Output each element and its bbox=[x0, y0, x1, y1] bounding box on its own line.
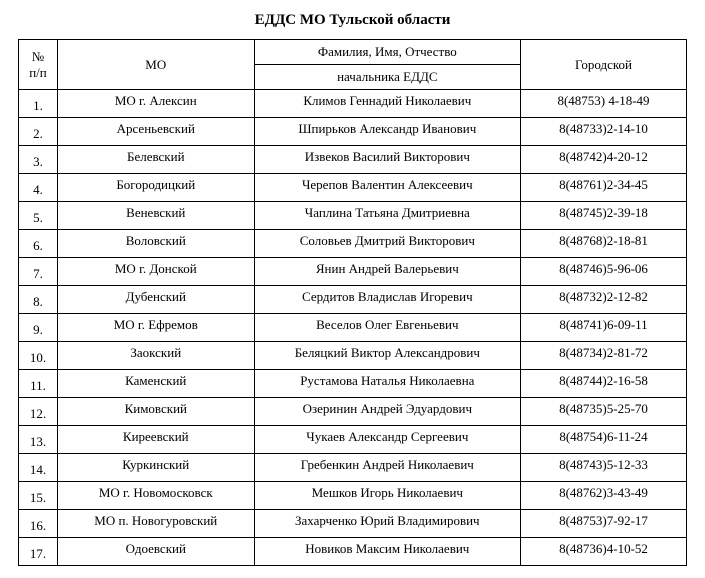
table-row: 9.МО г. ЕфремовВеселов Олег Евгеньевич8(… bbox=[19, 314, 687, 342]
cell-fio: Веселов Олег Евгеньевич bbox=[254, 314, 520, 342]
header-num-line2: п/п bbox=[21, 65, 55, 81]
cell-num: 11. bbox=[19, 370, 58, 398]
cell-num: 3. bbox=[19, 146, 58, 174]
header-num: № п/п bbox=[19, 40, 58, 90]
cell-num: 4. bbox=[19, 174, 58, 202]
cell-num: 6. bbox=[19, 230, 58, 258]
cell-city: 8(48753)7-92-17 bbox=[521, 510, 687, 538]
cell-fio: Черепов Валентин Алексеевич bbox=[254, 174, 520, 202]
cell-fio: Рустамова Наталья Николаевна bbox=[254, 370, 520, 398]
table-row: 3.БелевскийИзвеков Василий Викторович8(4… bbox=[19, 146, 687, 174]
cell-fio: Новиков Максим Николаевич bbox=[254, 538, 520, 566]
cell-num: 12. bbox=[19, 398, 58, 426]
cell-fio: Янин Андрей Валерьевич bbox=[254, 258, 520, 286]
cell-fio: Озеринин Андрей Эдуардович bbox=[254, 398, 520, 426]
cell-city: 8(48743)5-12-33 bbox=[521, 454, 687, 482]
cell-fio: Шпирьков Александр Иванович bbox=[254, 118, 520, 146]
page-title: ЕДДС МО Тульской области bbox=[18, 12, 687, 29]
header-num-line1: № bbox=[21, 49, 55, 65]
cell-num: 7. bbox=[19, 258, 58, 286]
table-row: 14.КуркинскийГребенкин Андрей Николаевич… bbox=[19, 454, 687, 482]
table-row: 7.МО г. ДонскойЯнин Андрей Валерьевич8(4… bbox=[19, 258, 687, 286]
table-row: 12.КимовскийОзеринин Андрей Эдуардович8(… bbox=[19, 398, 687, 426]
header-mo: МО bbox=[57, 40, 254, 90]
cell-num: 17. bbox=[19, 538, 58, 566]
cell-mo: МО г. Ефремов bbox=[57, 314, 254, 342]
cell-city: 8(48734)2-81-72 bbox=[521, 342, 687, 370]
cell-fio: Захарченко Юрий Владимирович bbox=[254, 510, 520, 538]
cell-city: 8(48732)2-12-82 bbox=[521, 286, 687, 314]
cell-mo: Куркинский bbox=[57, 454, 254, 482]
cell-num: 1. bbox=[19, 90, 58, 118]
cell-fio: Извеков Василий Викторович bbox=[254, 146, 520, 174]
cell-num: 5. bbox=[19, 202, 58, 230]
cell-city: 8(48735)5-25-70 bbox=[521, 398, 687, 426]
cell-num: 8. bbox=[19, 286, 58, 314]
cell-city: 8(48761)2-34-45 bbox=[521, 174, 687, 202]
cell-fio: Мешков Игорь Николаевич bbox=[254, 482, 520, 510]
cell-mo: Заокский bbox=[57, 342, 254, 370]
edds-table: № п/п МО Фамилия, Имя, Отчество Городско… bbox=[18, 39, 687, 566]
cell-mo: Киреевский bbox=[57, 426, 254, 454]
header-city: Городской bbox=[521, 40, 687, 90]
cell-mo: Каменский bbox=[57, 370, 254, 398]
cell-city: 8(48733)2-14-10 bbox=[521, 118, 687, 146]
cell-num: 16. bbox=[19, 510, 58, 538]
cell-num: 9. bbox=[19, 314, 58, 342]
cell-mo: Белевский bbox=[57, 146, 254, 174]
cell-num: 2. bbox=[19, 118, 58, 146]
table-row: 5.ВеневскийЧаплина Татьяна Дмитриевна8(4… bbox=[19, 202, 687, 230]
table-row: 13.КиреевскийЧукаев Александр Сергеевич8… bbox=[19, 426, 687, 454]
cell-mo: Арсеньевский bbox=[57, 118, 254, 146]
header-fio-line2: начальника ЕДДС bbox=[254, 65, 520, 90]
table-row: 1.МО г. АлексинКлимов Геннадий Николаеви… bbox=[19, 90, 687, 118]
cell-city: 8(48742)4-20-12 bbox=[521, 146, 687, 174]
table-row: 6.ВоловскийСоловьев Дмитрий Викторович8(… bbox=[19, 230, 687, 258]
cell-city: 8(48768)2-18-81 bbox=[521, 230, 687, 258]
table-row: 15.МО г. НовомосковскМешков Игорь Никола… bbox=[19, 482, 687, 510]
cell-mo: МО г. Новомосковск bbox=[57, 482, 254, 510]
cell-fio: Чукаев Александр Сергеевич bbox=[254, 426, 520, 454]
cell-fio: Гребенкин Андрей Николаевич bbox=[254, 454, 520, 482]
cell-city: 8(48753) 4-18-49 bbox=[521, 90, 687, 118]
table-row: 17.ОдоевскийНовиков Максим Николаевич8(4… bbox=[19, 538, 687, 566]
cell-mo: Веневский bbox=[57, 202, 254, 230]
cell-num: 14. bbox=[19, 454, 58, 482]
cell-fio: Соловьев Дмитрий Викторович bbox=[254, 230, 520, 258]
cell-mo: МО г. Алексин bbox=[57, 90, 254, 118]
cell-mo: Воловский bbox=[57, 230, 254, 258]
cell-mo: МО п. Новогуровский bbox=[57, 510, 254, 538]
cell-num: 10. bbox=[19, 342, 58, 370]
table-row: 16.МО п. НовогуровскийЗахарченко Юрий Вл… bbox=[19, 510, 687, 538]
cell-mo: Богородицкий bbox=[57, 174, 254, 202]
cell-city: 8(48744)2-16-58 bbox=[521, 370, 687, 398]
cell-num: 13. bbox=[19, 426, 58, 454]
table-row: 11.КаменскийРустамова Наталья Николаевна… bbox=[19, 370, 687, 398]
cell-fio: Сердитов Владислав Игоревич bbox=[254, 286, 520, 314]
cell-fio: Климов Геннадий Николаевич bbox=[254, 90, 520, 118]
cell-city: 8(48754)6-11-24 bbox=[521, 426, 687, 454]
cell-fio: Чаплина Татьяна Дмитриевна bbox=[254, 202, 520, 230]
cell-city: 8(48736)4-10-52 bbox=[521, 538, 687, 566]
cell-num: 15. bbox=[19, 482, 58, 510]
table-row: 2.АрсеньевскийШпирьков Александр Иванови… bbox=[19, 118, 687, 146]
cell-mo: Кимовский bbox=[57, 398, 254, 426]
table-row: 8.ДубенскийСердитов Владислав Игоревич8(… bbox=[19, 286, 687, 314]
cell-city: 8(48746)5-96-06 bbox=[521, 258, 687, 286]
cell-mo: МО г. Донской bbox=[57, 258, 254, 286]
header-fio-line1: Фамилия, Имя, Отчество bbox=[254, 40, 520, 65]
cell-city: 8(48745)2-39-18 bbox=[521, 202, 687, 230]
cell-city: 8(48741)6-09-11 bbox=[521, 314, 687, 342]
table-header: № п/п МО Фамилия, Имя, Отчество Городско… bbox=[19, 40, 687, 90]
cell-fio: Беляцкий Виктор Александрович bbox=[254, 342, 520, 370]
cell-city: 8(48762)3-43-49 bbox=[521, 482, 687, 510]
cell-mo: Дубенский bbox=[57, 286, 254, 314]
table-row: 4.БогородицкийЧерепов Валентин Алексееви… bbox=[19, 174, 687, 202]
cell-mo: Одоевский bbox=[57, 538, 254, 566]
table-body: 1.МО г. АлексинКлимов Геннадий Николаеви… bbox=[19, 90, 687, 566]
table-row: 10.ЗаокскийБеляцкий Виктор Александрович… bbox=[19, 342, 687, 370]
